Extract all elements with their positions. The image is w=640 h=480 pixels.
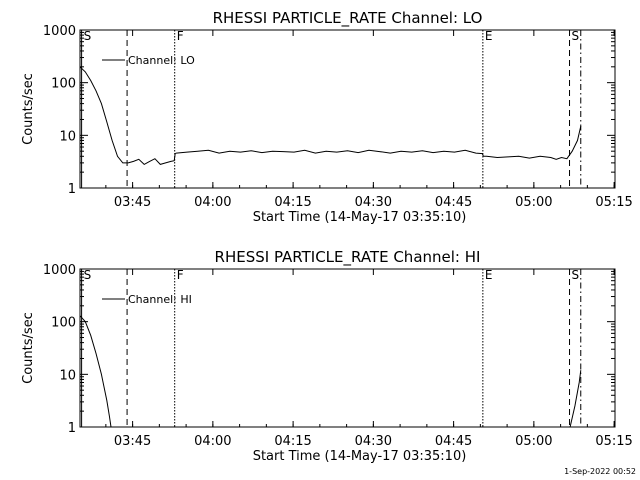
chart0-x-tick-label: 04:00 (194, 195, 231, 210)
chart0-marker-label: F (177, 29, 184, 43)
chart1-x-tick-label: 03:45 (114, 434, 151, 449)
chart1-y-axis-label: Counts/sec (21, 312, 36, 384)
chart0-y-tick-label: 100 (51, 77, 76, 92)
chart1-x-tick-label: 04:30 (355, 434, 392, 449)
chart1-x-axis-label: Start Time (14-May-17 03:35:10) (253, 449, 467, 464)
chart0-marker-label: E (485, 29, 493, 43)
chart0-y-axis-label: Counts/sec (21, 73, 36, 145)
chart-panel-lo: RHESSI PARTICLE_RATE Channel: LO 03:45 04:… (21, 9, 633, 225)
chart1-marker-label: S (572, 268, 580, 282)
chart1-y-tick-label: 100 (51, 316, 76, 331)
chart1-series-line-segment (569, 370, 582, 428)
chart1-y-tick-label: 10 (59, 368, 76, 383)
chart0-y-tick-label: 1 (68, 182, 76, 197)
chart1-marker-label: S (84, 268, 92, 282)
chart1-x-tick-label: 05:15 (595, 434, 632, 449)
chart1-series-line (79, 315, 112, 428)
chart0-x-tick-label: 04:45 (435, 195, 472, 210)
chart0-y-tick-label: 1000 (43, 24, 76, 39)
chart0-legend-label: Channel: LO (128, 54, 195, 67)
chart1-x-tick-label: 04:45 (435, 434, 472, 449)
chart1-marker-label: F (177, 268, 184, 282)
chart0-marker-label: S (572, 29, 580, 43)
chart1-legend-label: Channel: HI (128, 293, 192, 306)
chart0-x-tick-label: 05:00 (515, 195, 552, 210)
chart0-x-axis-label: Start Time (14-May-17 03:35:10) (253, 210, 467, 225)
chart-panel-hi: RHESSI PARTICLE_RATE Channel: HI 03:45 04:… (21, 248, 633, 464)
chart1-marker-label: E (485, 268, 493, 282)
chart1-x-tick-label: 04:00 (194, 434, 231, 449)
chart0-y-tick-label: 10 (59, 129, 76, 144)
chart1-plot-frame (79, 268, 616, 428)
chart0-marker-label: S (84, 29, 92, 43)
chart0-x-tick-label: 03:45 (114, 195, 151, 210)
chart1-title: RHESSI PARTICLE_RATE Channel: HI (215, 248, 481, 267)
chart0-series-line (79, 66, 582, 166)
chart0-plot-frame (79, 29, 616, 189)
chart0-x-tick-label: 04:30 (355, 195, 392, 210)
chart0-x-tick-label: 04:15 (274, 195, 311, 210)
chart1-y-tick-label: 1000 (43, 263, 76, 278)
chart0-title: RHESSI PARTICLE_RATE Channel: LO (213, 9, 483, 28)
footer-timestamp: 1-Sep-2022 00:52 (564, 467, 636, 476)
chart1-x-tick-label: 05:00 (515, 434, 552, 449)
chart1-y-tick-label: 1 (68, 421, 76, 436)
chart1-x-tick-label: 04:15 (274, 434, 311, 449)
chart0-x-tick-label: 05:15 (595, 195, 632, 210)
